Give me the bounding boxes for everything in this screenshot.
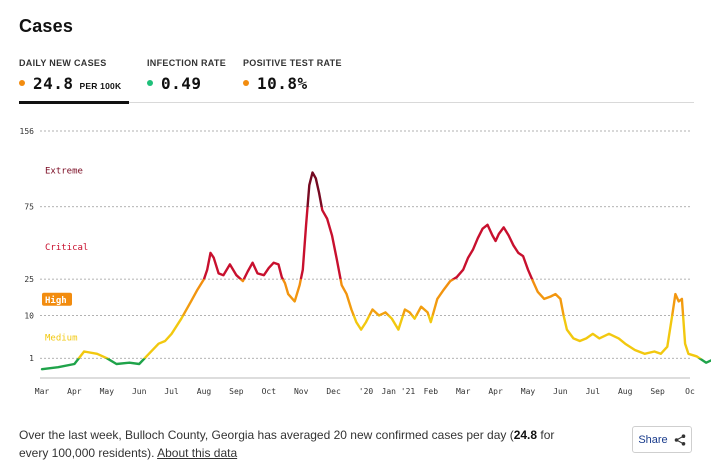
- zone-labels: Extreme Critical High Medium: [42, 167, 88, 344]
- metric-tabs: DAILY NEW CASES 24.8 PER 100K INFECTION …: [19, 56, 694, 104]
- x-tick-label: Jul: [586, 387, 601, 396]
- x-tick-label: Mar: [456, 387, 471, 396]
- x-tick-label: Dec: [326, 387, 341, 396]
- tab-infection-rate[interactable]: INFECTION RATE 0.49: [147, 56, 226, 102]
- x-tick-label: Jun: [553, 387, 568, 396]
- description-highlight: 24.8: [513, 428, 538, 442]
- tab-positive-test-rate[interactable]: POSITIVE TEST RATE 10.8%: [243, 56, 342, 102]
- x-tick-label: Sep: [650, 387, 665, 396]
- x-axis: Mar Apr May Jun Jul Aug Sep Oct Nov Dec '20 Jan '21…: [35, 387, 695, 396]
- status-dot-icon: [147, 80, 153, 86]
- active-tab-indicator: [19, 101, 129, 104]
- x-tick-label: Jul: [164, 387, 179, 396]
- series-line: [40, 171, 711, 371]
- status-dot-icon: [243, 80, 249, 86]
- series-path: [40, 171, 711, 371]
- tab-value: 24.8: [33, 74, 74, 93]
- chart-description: Over the last week, Bulloch County, Geor…: [19, 426, 584, 462]
- y-axis: 1 10 25 75 156: [20, 127, 35, 363]
- share-icon: [674, 433, 685, 446]
- x-tick-label: Nov: [294, 387, 309, 396]
- x-tick-label: Apr: [67, 387, 82, 396]
- tab-label: INFECTION RATE: [147, 58, 227, 68]
- x-tick-label: Feb: [424, 387, 439, 396]
- status-dot-icon: [19, 80, 25, 86]
- share-button[interactable]: Share: [632, 426, 692, 453]
- share-label: Share: [638, 433, 668, 446]
- zone-label-medium: Medium: [45, 334, 78, 344]
- description-text-end: for every 100,000 residents).: [19, 428, 555, 460]
- x-tick-label: Mar: [35, 387, 50, 396]
- y-tick-label: 156: [20, 127, 35, 136]
- zone-label-extreme: Extreme: [45, 167, 83, 177]
- x-tick-label: Oct: [262, 387, 277, 396]
- x-tick-label: '20: [359, 387, 374, 396]
- y-tick-label: 75: [24, 203, 34, 212]
- y-tick-label: 25: [24, 275, 34, 284]
- y-tick-label: 10: [24, 311, 34, 320]
- tab-label: POSITIVE TEST RATE: [243, 58, 342, 68]
- zone-badge: [42, 292, 72, 306]
- x-tick-label: Jun: [132, 387, 147, 396]
- x-tick-label: May: [521, 387, 536, 396]
- zone-label-critical: Critical: [45, 243, 88, 253]
- zone-label-high: High: [42, 292, 72, 306]
- x-tick-label: Sep: [229, 387, 244, 396]
- grid-lines: [40, 130, 690, 379]
- x-tick-label: May: [100, 387, 115, 396]
- x-tick-label: Aug: [618, 387, 633, 396]
- about-data-link[interactable]: About this data: [157, 446, 238, 460]
- tab-value: 10.8%: [257, 74, 308, 93]
- page-title: Cases: [19, 16, 74, 36]
- zone-label-text: High: [45, 295, 67, 306]
- x-tick-label: Jan '21: [382, 387, 416, 396]
- tab-label: DAILY NEW CASES: [19, 58, 107, 68]
- tab-unit: PER 100K: [79, 81, 122, 91]
- x-tick-label: Oc: [685, 387, 695, 396]
- y-tick-label: 1: [29, 354, 34, 363]
- tab-daily-new-cases[interactable]: DAILY NEW CASES 24.8 PER 100K: [19, 56, 129, 104]
- tab-value: 0.49: [161, 74, 202, 93]
- x-tick-label: Apr: [488, 387, 503, 396]
- description-text: Over the last week, Bulloch County, Geor…: [19, 428, 514, 442]
- cases-line-chart: Extreme Critical High Medium 1 10 25 75 156 Mar…: [20, 127, 711, 396]
- x-tick-label: Aug: [197, 387, 212, 396]
